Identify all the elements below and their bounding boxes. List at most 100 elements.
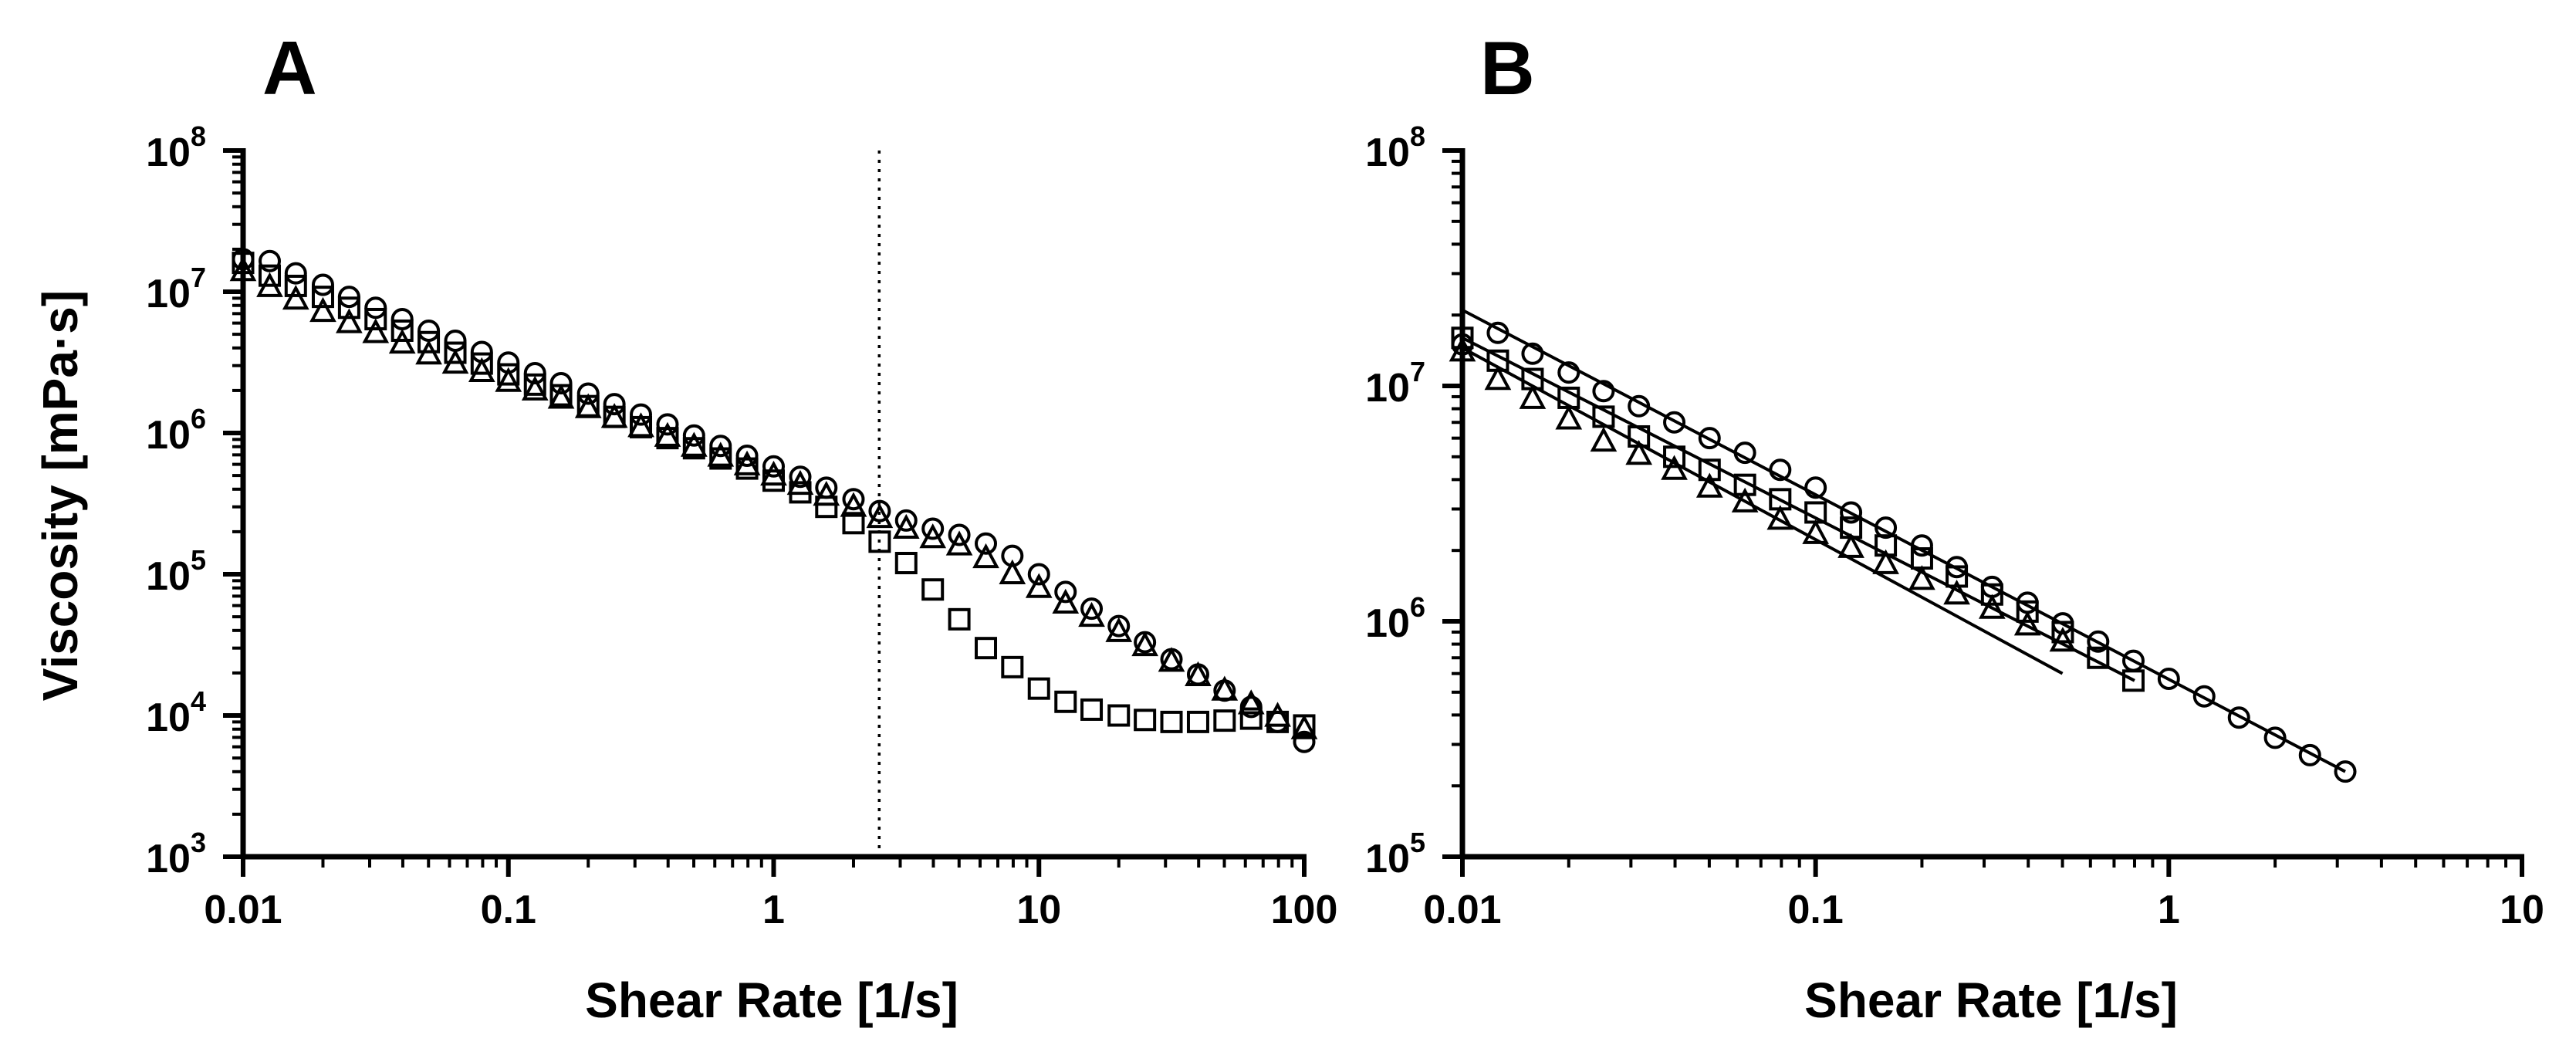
panel-a-square-marker [523, 373, 546, 396]
panel-b-circle-marker [1840, 501, 1863, 524]
panel-a-x-tick-label: 100 [1271, 888, 1338, 932]
panel-b-circle-marker [1804, 476, 1827, 499]
panel-a-y-tick-label: 108 [146, 120, 206, 175]
panel-a-triangle-marker [495, 367, 522, 392]
panel-a-circle-marker [842, 488, 865, 511]
panel-b-x-axis-title: Shear Rate [1/s] [1804, 973, 2178, 1028]
panel-b-x-tick-label: 1 [2158, 888, 2180, 932]
panel-a-triangle-marker [336, 308, 363, 333]
panel-a-circle-marker [523, 362, 546, 385]
panel-a-triangle-marker [1264, 702, 1291, 727]
panel-a-x-axis-title: Shear Rate [1/s] [585, 973, 958, 1028]
panel-b-square-marker [2051, 621, 2074, 644]
panel-a-square-marker [497, 363, 520, 386]
panel-b-square-marker [1451, 326, 1474, 350]
panel-b-circle-marker [2087, 630, 2110, 653]
panel-a-triangle-marker [707, 441, 735, 467]
panel-a-circle-marker [894, 509, 918, 532]
panel-a-square-marker [1080, 698, 1104, 721]
panel-a-circle-marker [1293, 730, 1316, 753]
panel-a-triangle-marker [972, 543, 999, 569]
panel-a-square-marker [1160, 710, 1183, 733]
panel-a-x-tick-label: 0.01 [204, 888, 282, 932]
panel-a-triangle-marker [892, 513, 920, 540]
panel-a-triangle-marker [282, 284, 309, 310]
panel-b-circle-marker [1910, 534, 1933, 557]
panel-b-circle-marker [2227, 706, 2250, 729]
panel-a-square-marker [975, 637, 998, 660]
panel-b-circle-marker [1663, 411, 1686, 434]
panel-a-y-tick-label: 107 [146, 262, 206, 316]
panel-a-triangle-marker [919, 523, 947, 549]
panel-b-x-tick-label: 0.01 [1423, 888, 1501, 932]
panel-a-circle-marker [390, 307, 414, 330]
panel-b-square-marker [2121, 669, 2145, 692]
panel-b-y-tick-label: 108 [1365, 120, 1425, 175]
panel-b-label: B [1480, 25, 1535, 110]
panel-a-triangle-marker [760, 460, 787, 486]
panel-a-triangle-marker [441, 348, 469, 374]
panel-a-triangle-marker [945, 530, 973, 556]
panel-a-triangle-marker [733, 450, 761, 475]
panel-a-square-marker [682, 437, 705, 460]
panel-b-circle-marker [1628, 394, 1651, 418]
panel-b-triangle-marker [1979, 594, 2006, 619]
panel-a-circle-marker [735, 444, 759, 467]
panel-b-square-marker [1733, 473, 1756, 496]
panel-a-square-marker [894, 552, 918, 575]
panel-a-triangle-marker [786, 469, 814, 496]
panel-a-circle-marker [709, 435, 732, 458]
panel-b-triangle-marker [1590, 426, 1618, 452]
panel-a-square-marker [842, 512, 865, 535]
panel-a-triangle-marker [388, 328, 416, 354]
panel-b-triangle-marker [1661, 455, 1688, 480]
panel-b-triangle-marker [1555, 404, 1583, 430]
panel-b-triangle-marker [1731, 487, 1759, 512]
panel-a-triangle-marker [362, 318, 390, 343]
panel-a-x-tick-label: 0.1 [481, 888, 536, 932]
panel-a-triangle-marker [1290, 714, 1318, 739]
panel-a-square-marker [259, 264, 282, 287]
panel-a-triangle-marker [256, 272, 283, 297]
panel-b-circle-marker [2298, 743, 2321, 766]
panel-b-circle-marker [2334, 760, 2357, 783]
panel-a-square-marker [921, 578, 945, 601]
panel-b-triangle-marker [1766, 505, 1794, 530]
panel-b-circle-marker [1592, 380, 1615, 403]
panel-a-circle-marker [789, 465, 812, 489]
panel-a-triangle-marker [1078, 601, 1105, 627]
panel-b-square-marker [2016, 600, 2039, 623]
panel-b-triangle-marker [1802, 519, 1830, 544]
panel-a-square-marker [1213, 709, 1236, 732]
panel-b-circle-marker [2263, 726, 2287, 749]
panel-a-square-marker [232, 252, 255, 275]
panel-b-triangle-marker [1625, 439, 1653, 465]
panel-a-triangle-marker [680, 431, 708, 457]
panel-a-triangle-marker [1105, 617, 1133, 642]
panel-b-circle-marker [1557, 361, 1580, 384]
panel-a-circle-marker [762, 455, 785, 478]
panel-a-circle-marker [948, 523, 971, 546]
panel-a-square-marker [1186, 710, 1209, 733]
panel-a-square-marker [311, 286, 334, 309]
panel-b-triangle-marker [1519, 384, 1547, 409]
panel-b-triangle-marker [2049, 627, 2077, 652]
panel-a-square-marker [948, 607, 971, 631]
panel-a-triangle-marker [468, 357, 495, 383]
panel-a-x-tick-label: 10 [1016, 888, 1061, 932]
panel-a-circle-marker [603, 393, 626, 416]
panel-a-label: A [262, 25, 317, 110]
panel-a-triangle-marker [813, 480, 840, 506]
panel-a: A Viscosity [mPa·s] Shear Rate [1/s] 0.0… [32, 25, 1337, 1028]
panel-a-square-marker [1107, 704, 1131, 727]
panel-b-x-tick-label: 0.1 [1788, 888, 1844, 932]
panel-b-triangle-marker [1837, 533, 1864, 558]
panel-a-square-marker [1027, 677, 1050, 700]
panel-a-square-marker [284, 274, 307, 297]
panel-b-triangle-marker [1943, 580, 1970, 605]
panel-b-square-marker [1980, 583, 2003, 606]
panel-a-triangle-marker [1185, 661, 1212, 686]
panel-b-triangle-marker [1484, 365, 1512, 391]
panel-a-y-tick-label: 105 [146, 544, 206, 599]
